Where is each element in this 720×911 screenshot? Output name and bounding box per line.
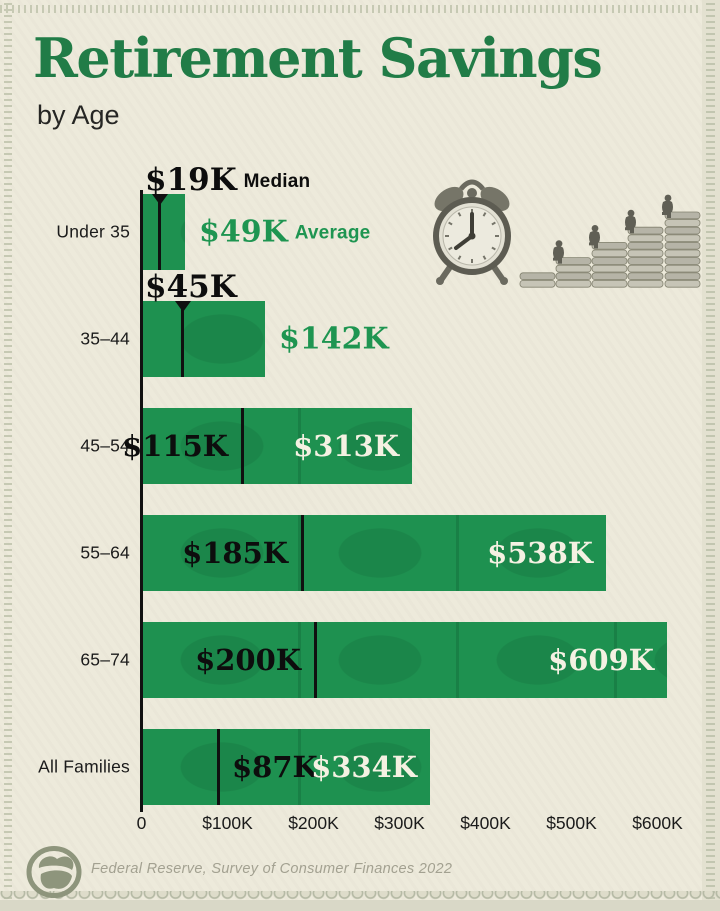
average-bar: $87K $334K <box>143 729 430 805</box>
category-label: 65–74 <box>80 649 130 670</box>
median-value-label: $200K <box>195 643 301 677</box>
bar-row-65-74: 65–74 $200K $609K <box>0 622 720 698</box>
x-axis-tick-label: $400K <box>460 813 511 833</box>
category-label: 35–44 <box>80 328 130 349</box>
median-value-label: $19K Median <box>145 162 311 198</box>
bottom-border-strip <box>0 900 720 911</box>
average-bar: $200K $609K <box>143 622 667 698</box>
median-marker-line <box>241 408 244 484</box>
x-axis-tick-label: $100K <box>202 813 253 833</box>
left-stitch-border <box>4 0 12 911</box>
average-value-label: $538K <box>487 536 593 570</box>
x-axis-tick-label: 0 <box>136 813 147 833</box>
page-subtitle: by Age <box>37 100 120 130</box>
median-marker-arrow-icon <box>175 301 191 312</box>
median-marker-line <box>217 729 220 805</box>
alarm-clock-coins-illustration <box>433 179 701 288</box>
average-value-label: $313K <box>293 429 399 463</box>
average-legend-label: Average <box>294 222 371 244</box>
median-value-label: $87K <box>232 750 318 784</box>
median-marker-arrow-icon <box>152 194 168 205</box>
bottom-scallop-border <box>0 891 720 902</box>
median-marker-line <box>158 194 161 270</box>
page-title: Retirement Savings <box>33 26 603 90</box>
average-bar: $115K $313K <box>122 408 412 484</box>
x-axis-tick-label: $300K <box>374 813 425 833</box>
average-value-label: $609K <box>548 643 654 677</box>
category-label: 55–64 <box>80 542 130 563</box>
category-label: All Families <box>38 756 130 777</box>
category-label: 45–54 <box>80 435 130 456</box>
logo <box>26 846 82 898</box>
alarm-clock-icon <box>433 179 511 285</box>
right-stitch-border <box>706 0 715 911</box>
x-axis-tick-label: $600K <box>632 813 683 833</box>
median-value-label: $45K <box>145 269 237 305</box>
median-marker-line <box>301 515 304 591</box>
median-value-label: $115K <box>122 429 228 463</box>
coin-stacks-icon <box>519 194 701 288</box>
y-axis-line <box>140 190 143 812</box>
bar-row-45-54: 45–54 $115K $313K <box>0 408 720 484</box>
bar-row-35-44: 35–44 $45K $142K <box>0 269 720 377</box>
x-axis: 0 $100K $200K $300K $400K $500K $600K <box>0 813 720 837</box>
median-value-label: $185K <box>182 536 288 570</box>
category-label: Under 35 <box>56 221 130 242</box>
bar-row-55-64: 55–64 $185K $538K <box>0 515 720 591</box>
average-bar <box>143 194 185 270</box>
median-marker-line <box>181 301 184 377</box>
median-marker-line <box>314 622 317 698</box>
x-axis-tick-label: $500K <box>546 813 597 833</box>
average-value-label: $49K Average <box>199 214 371 250</box>
average-bar <box>143 301 265 377</box>
bar-row-under-35: Under 35 $19K Median $49K Average <box>0 162 720 270</box>
average-value-label: $142K <box>279 321 389 357</box>
x-axis-tick-label: $200K <box>288 813 339 833</box>
bar-row-all-families: All Families $87K $334K <box>0 729 720 805</box>
top-stitch-border <box>0 5 720 13</box>
average-value-label: $334K <box>311 750 417 784</box>
median-legend-label: Median <box>243 171 311 192</box>
source-attribution: Federal Reserve, Survey of Consumer Fina… <box>91 861 453 877</box>
average-bar: $185K $538K <box>143 515 606 591</box>
